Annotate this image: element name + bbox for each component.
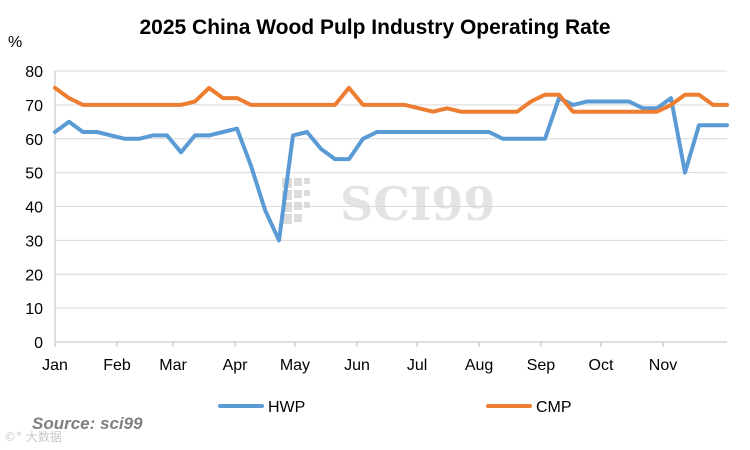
series-line-hwp [53, 96, 729, 243]
x-tick-label: Jun [344, 357, 370, 374]
x-tick-label: Apr [223, 357, 249, 374]
watermark-square [304, 202, 310, 208]
y-tick-label: 60 [25, 132, 43, 149]
y-tick-labels: 0 10 20 30 40 50 60 70 80 [25, 64, 43, 352]
x-tick-label: Feb [103, 357, 131, 374]
x-tick-label: May [280, 357, 310, 374]
corner-watermark: ©° 大数据 [4, 430, 62, 444]
x-tick-label: Nov [649, 357, 677, 374]
x-tick-label: Jul [407, 357, 427, 374]
y-tick-label: 80 [25, 64, 43, 81]
y-tick-label: 0 [34, 335, 43, 352]
watermark-text: SCI99 [340, 177, 495, 231]
series-lines [53, 85, 729, 243]
sci99-watermark-logo: SCI99 [282, 177, 495, 231]
axes [54, 71, 727, 343]
watermark-square [294, 190, 302, 198]
y-tick-label: 50 [25, 166, 43, 183]
x-tick-labels: Jan Feb Mar Apr May Jun Jul Aug Sep Oct Nov [42, 342, 677, 374]
legend-label-hwp: HWP [268, 399, 305, 416]
y-tick-label: 10 [25, 301, 43, 318]
x-tick-label: Aug [465, 357, 493, 374]
series-line-cmp [53, 85, 729, 114]
watermark-square [282, 214, 292, 224]
watermark-square [294, 178, 302, 186]
x-tick-label: Oct [589, 357, 614, 374]
watermark-square [304, 190, 310, 196]
watermark-square [304, 178, 310, 184]
x-tick-label: Sep [527, 357, 556, 374]
y-tick-label: 20 [25, 267, 43, 284]
x-tick-label: Mar [159, 357, 187, 374]
chart-title: 2025 China Wood Pulp Industry Operating … [139, 16, 611, 39]
y-tick-label: 30 [25, 233, 43, 250]
y-tick-label: 40 [25, 200, 43, 217]
gridlines [55, 70, 727, 309]
legend: HWP CMP [218, 399, 572, 416]
y-axis-unit: % [8, 34, 22, 51]
x-tick-label: Jan [42, 357, 68, 374]
source-note: Source: sci99 [32, 414, 143, 433]
y-tick-label: 70 [25, 98, 43, 115]
legend-label-cmp: CMP [536, 399, 572, 416]
watermark-square [294, 214, 302, 222]
